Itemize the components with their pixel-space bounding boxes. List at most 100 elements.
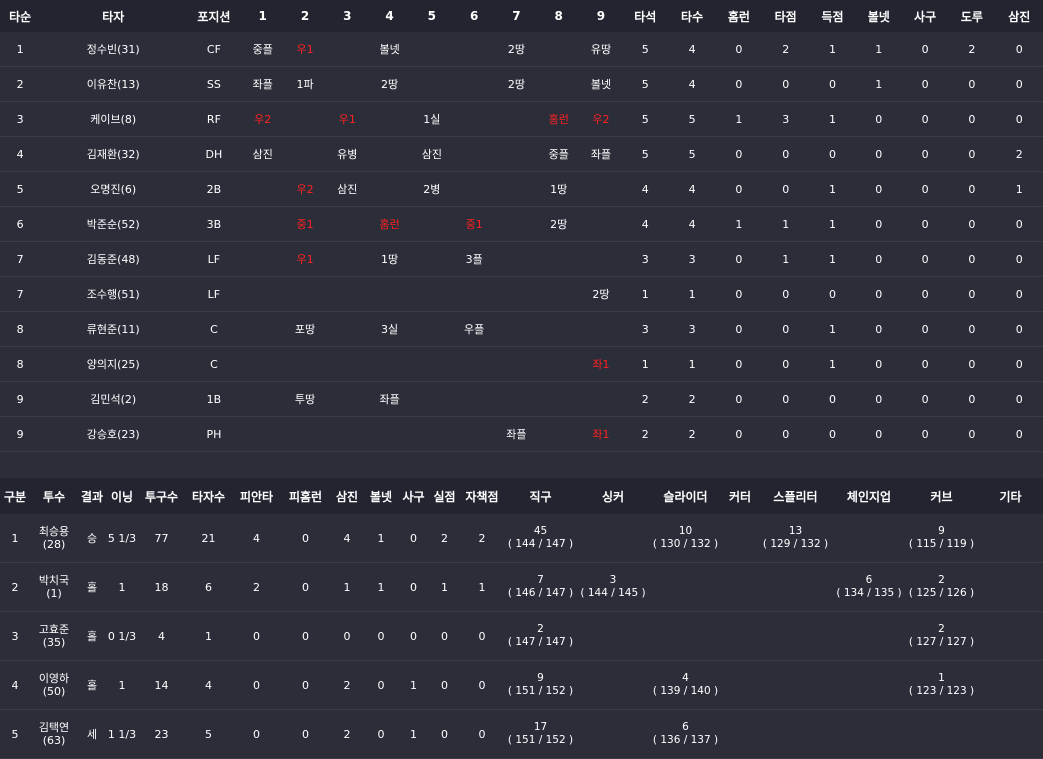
inning-result: 좌1 [579,416,623,452]
pitching-header-cell: 실점 [429,478,460,514]
pitching-stat: 0 [281,660,330,710]
batter-name: 케이브(8) [40,101,187,137]
pitch-type-cell [722,611,758,661]
batter-name: 양의지(25) [40,346,187,382]
pitching-header-cell: 이닝 [106,478,138,514]
pitching-row: 1 최승용 (28) 승 5 1/3 77 21 4 0 4 1 0 2 2 45( 144 / 147 )… [0,514,1043,563]
pitch-speed: ( 123 / 123 ) [908,685,975,697]
pitching-stat: 0 [429,611,460,661]
batting-stat: 4 [668,66,716,102]
inning-result: 3플 [453,241,496,277]
pitching-header-cell: 삼진 [330,478,364,514]
batting-row: 5 오명진(6) 2B 우2 삼진 2병 1땅 4 4 0 0 1 0 0 0 1 [0,171,1043,207]
batting-stat: 0 [901,276,949,312]
pitch-type-cell [833,514,905,563]
pitching-stat: 0 [281,514,330,563]
pitch-speed: ( 146 / 147 ) [507,587,574,599]
pitcher-no: 5 [0,709,30,759]
pitching-stat: 0 [429,660,460,710]
pitching-stat: 1 [460,562,504,612]
batting-stat: 2 [948,32,996,67]
pitch-type-cell: 9( 115 / 119 ) [905,514,978,563]
pitching-stat: 2 [429,514,460,563]
pitch-type-cell [722,562,758,612]
pitcher-cell: 박치국 (1) [30,562,78,612]
pitching-stat: 2 [330,709,364,759]
inning-result [368,101,411,137]
batting-stat: 4 [668,171,716,207]
batter-name: 류현준(11) [40,311,187,347]
pitching-header-cell: 직구 [504,478,577,514]
batting-stat: 0 [995,206,1043,242]
batting-header-cell: 2 [283,0,327,32]
batting-header-cell: 6 [453,0,496,32]
pitcher-no: 4 [0,660,30,710]
batting-stat: 5 [668,101,716,137]
inning-result [241,171,284,207]
inning-result [495,311,538,347]
batting-stat: 0 [762,416,810,452]
pitching-stat: 5 [185,709,232,759]
pitching-stat: 2 [460,514,504,563]
pitching-stat: 1 [398,660,429,710]
pitching-header-cell: 피홈런 [281,478,330,514]
batting-stat: 1 [809,311,856,347]
inning-result [283,416,327,452]
batter-position: C [186,311,242,347]
inning-result [495,381,538,417]
batter-name: 강승호(23) [40,416,187,452]
batting-row: 8 양의지(25) C 좌1 1 1 0 0 1 0 0 0 0 [0,346,1043,382]
batting-stat: 1 [668,276,716,312]
inning-result [368,136,411,172]
batting-row: 7 조수행(51) LF 2땅 1 1 0 0 0 0 0 0 0 [0,276,1043,312]
pitching-stat: 0 [460,660,504,710]
batting-header-cell: 볼넷 [855,0,902,32]
pitch-type-cell [722,514,758,563]
batting-stat: 1 [809,241,856,277]
pitching-header-cell: 체인지업 [833,478,905,514]
batting-header-cell: 홈런 [715,0,763,32]
inning-result [537,66,580,102]
inning-result [453,101,496,137]
batting-stat: 1 [715,206,763,242]
pitch-type-cell [833,660,905,710]
pitcher-no: 1 [0,514,30,563]
batting-stat: 0 [901,381,949,417]
pitch-type-cell [577,514,649,563]
batting-stat: 0 [809,381,856,417]
inning-result: 삼진 [241,136,284,172]
batter-position: SS [186,66,242,102]
inning-result [410,416,453,452]
batting-stat: 0 [809,416,856,452]
pitch-speed: ( 151 / 152 ) [507,685,574,697]
batting-row: 8 류현준(11) C 포땅 3실 우플 3 3 0 0 1 0 0 0 0 [0,311,1043,347]
batter-name: 이유찬(13) [40,66,187,102]
batting-order: 8 [0,311,41,347]
pitch-type-cell: 3( 144 / 145 ) [577,562,649,612]
pitch-count: 9 [938,525,945,537]
pitching-stat: 21 [185,514,232,563]
pitch-speed: ( 127 / 127 ) [908,636,975,648]
pitch-count: 4 [682,672,689,684]
batting-stat: 1 [622,276,669,312]
inning-result [410,346,453,382]
batting-stat: 0 [901,241,949,277]
inning-result [579,381,623,417]
inning-result: 우2 [241,101,284,137]
batting-stat: 3 [762,101,810,137]
pitch-type-cell [905,709,978,759]
batting-header-cell: 타자 [40,0,187,32]
batting-stat: 4 [668,206,716,242]
batting-stat: 0 [715,416,763,452]
batting-row: 9 김민석(2) 1B 투땅 좌플 2 2 0 0 0 0 0 0 0 [0,381,1043,417]
batting-stat: 0 [995,311,1043,347]
pitching-stat: 1 [398,709,429,759]
batting-stat: 0 [762,276,810,312]
inning-result: 2땅 [368,66,411,102]
inning-result: 투땅 [283,381,327,417]
inning-result [410,381,453,417]
batting-stat: 0 [715,276,763,312]
batting-stat: 0 [715,32,763,67]
pitching-stat: 0 [429,709,460,759]
batting-stat: 0 [762,66,810,102]
